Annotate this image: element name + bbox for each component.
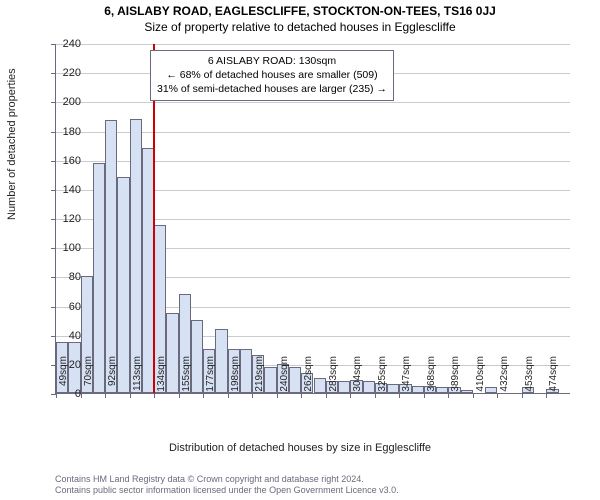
x-tick-label: 113sqm xyxy=(132,356,143,391)
annotation-line: 6 AISLABY ROAD: 130sqm xyxy=(157,54,387,68)
histogram-bar xyxy=(412,386,424,393)
page-title-line2: Size of property relative to detached ho… xyxy=(0,18,600,34)
x-tick-mark xyxy=(252,393,253,398)
x-tick-label: 155sqm xyxy=(181,356,192,392)
x-tick-label: 432sqm xyxy=(499,356,510,392)
y-tick-label: 120 xyxy=(51,213,81,225)
footer-attribution: Contains HM Land Registry data © Crown c… xyxy=(55,474,399,497)
histogram-bar xyxy=(461,390,473,393)
x-tick-mark xyxy=(154,393,155,398)
footer-line1: Contains HM Land Registry data © Crown c… xyxy=(55,474,399,485)
x-axis-label: Distribution of detached houses by size … xyxy=(0,442,600,454)
x-tick-mark xyxy=(473,393,474,398)
x-tick-mark xyxy=(301,393,302,398)
y-tick-label: 0 xyxy=(51,388,81,400)
x-tick-label: 453sqm xyxy=(524,356,535,392)
histogram-bar xyxy=(436,387,448,393)
x-tick-mark xyxy=(203,393,204,398)
histogram-bar xyxy=(117,177,129,393)
histogram-bar xyxy=(264,367,276,393)
x-tick-label: 70sqm xyxy=(83,356,94,386)
y-tick-label: 180 xyxy=(51,126,81,138)
y-tick-label: 240 xyxy=(51,38,81,50)
histogram-bar xyxy=(387,384,399,393)
histogram-bar xyxy=(240,349,252,393)
y-tick-label: 60 xyxy=(51,301,81,313)
x-tick-label: 177sqm xyxy=(205,356,216,392)
histogram-bar xyxy=(485,387,497,393)
x-tick-mark xyxy=(497,393,498,398)
x-tick-label: 389sqm xyxy=(450,356,461,392)
histogram-bar xyxy=(338,381,350,393)
x-tick-mark xyxy=(105,393,106,398)
x-tick-label: 368sqm xyxy=(426,356,437,392)
x-tick-mark xyxy=(399,393,400,398)
x-tick-mark xyxy=(130,393,131,398)
x-tick-label: 325sqm xyxy=(377,356,388,392)
x-tick-mark xyxy=(424,393,425,398)
histogram-bar xyxy=(363,381,375,393)
annotation-box: 6 AISLABY ROAD: 130sqm← 68% of detached … xyxy=(150,50,394,101)
x-tick-label: 198sqm xyxy=(230,356,241,392)
x-tick-label: 134sqm xyxy=(156,356,167,392)
histogram-bar xyxy=(93,163,105,393)
histogram-bar xyxy=(130,119,142,393)
footer-line2: Contains public sector information licen… xyxy=(55,485,399,496)
x-tick-label: 474sqm xyxy=(548,356,559,392)
histogram-bar xyxy=(289,367,301,393)
histogram-bar xyxy=(191,320,203,393)
x-tick-label: 304sqm xyxy=(352,356,363,392)
y-axis-label: Number of detached properties xyxy=(6,68,18,220)
annotation-line: ← 68% of detached houses are smaller (50… xyxy=(157,68,387,82)
x-tick-mark xyxy=(375,393,376,398)
gridline xyxy=(56,102,570,103)
y-tick-label: 220 xyxy=(51,67,81,79)
x-tick-mark xyxy=(522,393,523,398)
histogram-bar xyxy=(166,313,178,393)
y-tick-label: 200 xyxy=(51,96,81,108)
y-tick-label: 160 xyxy=(51,155,81,167)
histogram-bar xyxy=(314,378,326,393)
x-tick-label: 347sqm xyxy=(401,356,412,392)
x-tick-label: 92sqm xyxy=(107,356,118,386)
y-tick-label: 40 xyxy=(51,330,81,342)
x-tick-mark xyxy=(448,393,449,398)
y-tick-label: 80 xyxy=(51,271,81,283)
x-tick-label: 262sqm xyxy=(303,356,314,392)
x-tick-mark xyxy=(179,393,180,398)
chart-container: 6 AISLABY ROAD: 130sqm← 68% of detached … xyxy=(55,44,570,394)
y-tick-label: 140 xyxy=(51,184,81,196)
x-tick-mark xyxy=(350,393,351,398)
page-title-line1: 6, AISLABY ROAD, EAGLESCLIFFE, STOCKTON-… xyxy=(0,0,600,18)
x-tick-mark xyxy=(277,393,278,398)
annotation-line: 31% of semi-detached houses are larger (… xyxy=(157,82,387,96)
gridline xyxy=(56,44,570,45)
x-tick-label: 240sqm xyxy=(279,356,290,392)
x-tick-label: 49sqm xyxy=(58,356,69,386)
x-tick-mark xyxy=(326,393,327,398)
histogram-bar xyxy=(105,120,117,393)
x-tick-label: 283sqm xyxy=(328,356,339,392)
x-tick-mark xyxy=(228,393,229,398)
x-tick-label: 219sqm xyxy=(254,356,265,392)
histogram-bar xyxy=(215,329,227,393)
y-tick-label: 100 xyxy=(51,242,81,254)
x-tick-label: 410sqm xyxy=(475,356,486,392)
x-tick-mark xyxy=(546,393,547,398)
